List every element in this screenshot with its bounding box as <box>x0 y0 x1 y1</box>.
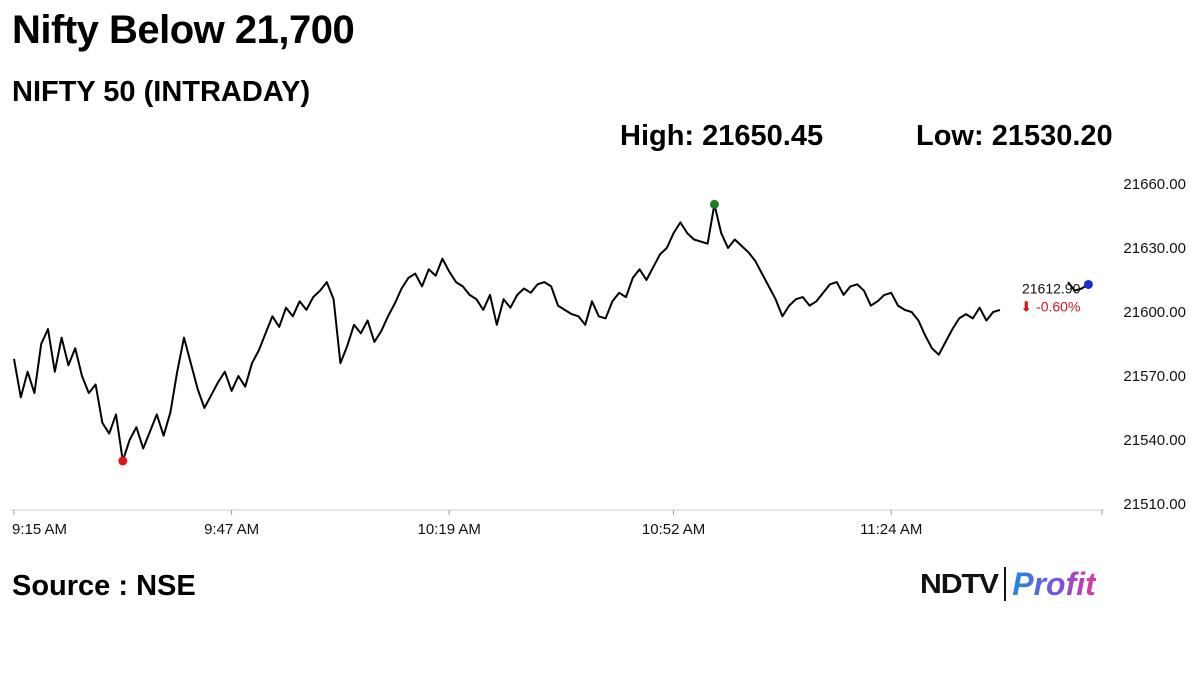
last-price-label: 21612.90 <box>1022 280 1081 296</box>
change-percent-label: ⬇ -0.60% <box>1020 298 1080 314</box>
source-note: Source : NSE <box>12 570 196 602</box>
x-tick-label: 11:24 AM <box>860 521 922 538</box>
y-tick-label: 21600.00 <box>1123 304 1186 321</box>
high-value: High: 21650.45 <box>620 120 824 152</box>
day-low-marker <box>118 456 128 466</box>
day-high-marker <box>709 199 719 209</box>
y-tick-label: 21540.00 <box>1123 432 1186 449</box>
brand-logo: NDTV Profit <box>920 562 1096 606</box>
y-tick-label: 21660.00 <box>1123 176 1186 193</box>
x-tick-label: 10:52 AM <box>642 521 705 538</box>
x-tick-label: 10:19 AM <box>418 521 481 538</box>
chart-plot-area: 9:15 AM 9:47 AM 10:19 AM 10:52 AM 11:24 AM 21… <box>10 176 1186 538</box>
price-line <box>13 203 1001 462</box>
low-value: Low: 21530.20 <box>916 120 1113 152</box>
down-arrow-icon: ⬇ <box>1020 298 1036 314</box>
brand-profit: Profit <box>1012 565 1096 602</box>
x-tick-label: 9:15 AM <box>12 521 67 538</box>
change-percent-value: -0.60% <box>1036 298 1080 314</box>
y-tick-label: 21510.00 <box>1123 496 1186 513</box>
brand-ndtv: NDTV <box>920 568 999 599</box>
y-tick-label: 21570.00 <box>1123 368 1186 385</box>
brand-divider <box>1004 567 1007 601</box>
headline: Nifty Below 21,700 <box>12 8 355 52</box>
x-tick-label: 9:47 AM <box>204 521 259 538</box>
y-tick-label: 21630.00 <box>1123 240 1186 257</box>
intraday-line-chart: 9:15 AM 9:47 AM 10:19 AM 10:52 AM 11:24 AM 21… <box>10 176 1186 538</box>
last-price-marker <box>1083 279 1093 289</box>
chart-subtitle: NIFTY 50 (INTRADAY) <box>12 76 311 108</box>
